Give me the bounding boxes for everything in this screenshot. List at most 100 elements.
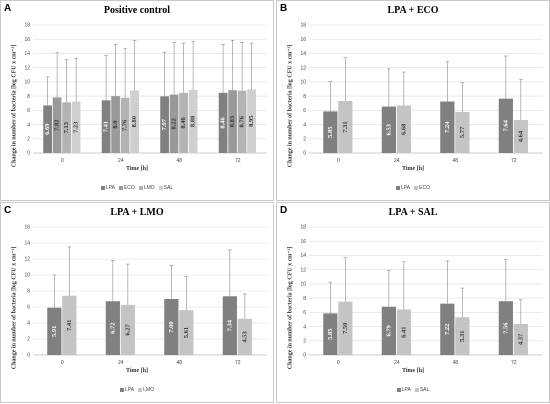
y-tick-label: 18 — [300, 225, 306, 231]
legend-swatch — [396, 387, 401, 392]
bar-value-label: 5.77 — [459, 126, 466, 138]
legend-label: LPA — [401, 387, 411, 393]
bar-value-label: 7.41 — [66, 320, 73, 331]
bar-value-label: 8.88 — [190, 115, 197, 127]
bar-value-label: 7.24 — [444, 121, 451, 133]
legend: LPA ECO LMO SAL — [1, 185, 273, 191]
bar-value-label: 5.31 — [459, 330, 466, 341]
legend-swatch — [396, 185, 401, 190]
chart-panel-c: C LPA + LMO Change in number of bacteria [… — [0, 202, 274, 403]
bar-lpa — [160, 96, 169, 153]
x-tick-label: 0 — [337, 360, 340, 366]
bar-eco — [228, 90, 237, 153]
chart-title: Positive control — [103, 5, 171, 16]
bar-value-label: 8.83 — [229, 115, 236, 127]
y-tick-label: 12 — [24, 257, 30, 263]
x-tick-label: 24 — [394, 158, 400, 164]
bar-eco — [111, 96, 120, 153]
bar-lpa — [323, 111, 338, 153]
y-tick-label: 10 — [24, 273, 30, 279]
panel-letter: A — [4, 3, 12, 14]
bar-value-label: 4.53 — [241, 330, 248, 342]
bar-value-label: 8.46 — [220, 116, 227, 128]
bar-sal — [247, 89, 256, 153]
x-tick-label: 48 — [176, 360, 182, 366]
bar-sal — [455, 317, 470, 355]
bar-value-label: 7.82 — [54, 120, 61, 131]
bar-lpa — [381, 306, 396, 355]
x-axis-label: Time [h] — [401, 166, 425, 172]
bar-sal — [71, 101, 81, 153]
y-tick-label: 14 — [300, 253, 306, 259]
bar-value-label: 6.41 — [400, 327, 407, 338]
bar-eco — [455, 111, 470, 153]
bar-value-label: 5.85 — [327, 126, 334, 138]
legend-item-lmo: LMO — [138, 387, 154, 393]
legend-item-eco: ECO — [414, 185, 430, 191]
y-tick-label: 0 — [27, 151, 30, 157]
y-tick-label: 6 — [303, 310, 306, 316]
bar-value-label: 7.97 — [161, 118, 168, 130]
y-tick-label: 16 — [300, 239, 306, 245]
bar-lmo — [237, 318, 252, 355]
bar-lmo — [179, 92, 188, 153]
x-tick-label: 24 — [394, 360, 400, 366]
legend-swatch — [414, 185, 419, 190]
legend-item-sal: SAL — [158, 185, 173, 191]
x-tick-label: 0 — [61, 360, 64, 366]
bar-value-label: 8.95 — [248, 115, 255, 127]
legend: LPA LMO — [1, 387, 273, 393]
bar-value-label: 8.76 — [239, 115, 246, 127]
bar-eco — [513, 120, 528, 153]
bar-value-label: 7.64 — [502, 119, 509, 131]
legend-label: LPA — [125, 387, 135, 393]
y-tick-label: 16 — [24, 225, 30, 231]
bar-lpa — [440, 303, 455, 355]
x-axis-label: Time [h] — [125, 166, 149, 172]
x-tick-label: 0 — [61, 158, 64, 164]
bar-value-label: 5.91 — [51, 326, 58, 337]
x-tick-label: 72 — [235, 158, 241, 164]
legend-item-sal: SAL — [414, 387, 429, 393]
bar-value-label: 7.23 — [73, 121, 80, 133]
y-tick-label: 6 — [27, 305, 30, 311]
chart-title: LPA + SAL — [388, 207, 438, 218]
y-tick-label: 0 — [303, 151, 306, 157]
bar-lpa — [222, 296, 237, 355]
legend-item-lpa: LPA — [396, 185, 410, 191]
legend-item-lmo: LMO — [138, 185, 155, 191]
legend-swatch — [414, 387, 419, 392]
y-tick-label: 2 — [27, 337, 30, 343]
legend-item-lpa: LPA — [120, 387, 134, 393]
legend-swatch — [138, 185, 143, 190]
legend-label: LMO — [143, 387, 154, 393]
bar-value-label: 5.85 — [327, 328, 334, 340]
y-tick-label: 8 — [303, 94, 306, 100]
chart-title: LPA + LMO — [110, 207, 164, 218]
x-tick-label: 48 — [176, 158, 182, 164]
bar-eco — [169, 94, 179, 153]
bar-value-label: 4.64 — [517, 130, 524, 142]
bar-value-label: 6.79 — [385, 324, 392, 336]
y-tick-label: 0 — [303, 353, 306, 359]
x-axis-label: Time [h] — [125, 368, 149, 374]
bar-sal — [396, 309, 411, 355]
x-axis-label: Time [h] — [401, 368, 425, 374]
bar-value-label: 7.13 — [63, 121, 70, 133]
panel-letter: D — [280, 205, 288, 216]
bar-value-label: 6.72 — [109, 322, 116, 333]
y-tick-label: 2 — [303, 338, 306, 344]
bar-sal — [338, 301, 353, 355]
legend-label: LPA — [105, 185, 115, 191]
panel-letter: B — [280, 3, 288, 14]
legend-label: LPA — [401, 185, 411, 191]
x-tick-label: 72 — [511, 360, 517, 366]
bar-lmo — [62, 295, 77, 355]
bar-lmo — [62, 102, 71, 153]
bar-value-label: 8.80 — [131, 116, 138, 127]
bar-sal — [188, 89, 198, 153]
legend-item-lpa: LPA — [396, 387, 411, 393]
y-tick-label: 8 — [27, 94, 30, 100]
